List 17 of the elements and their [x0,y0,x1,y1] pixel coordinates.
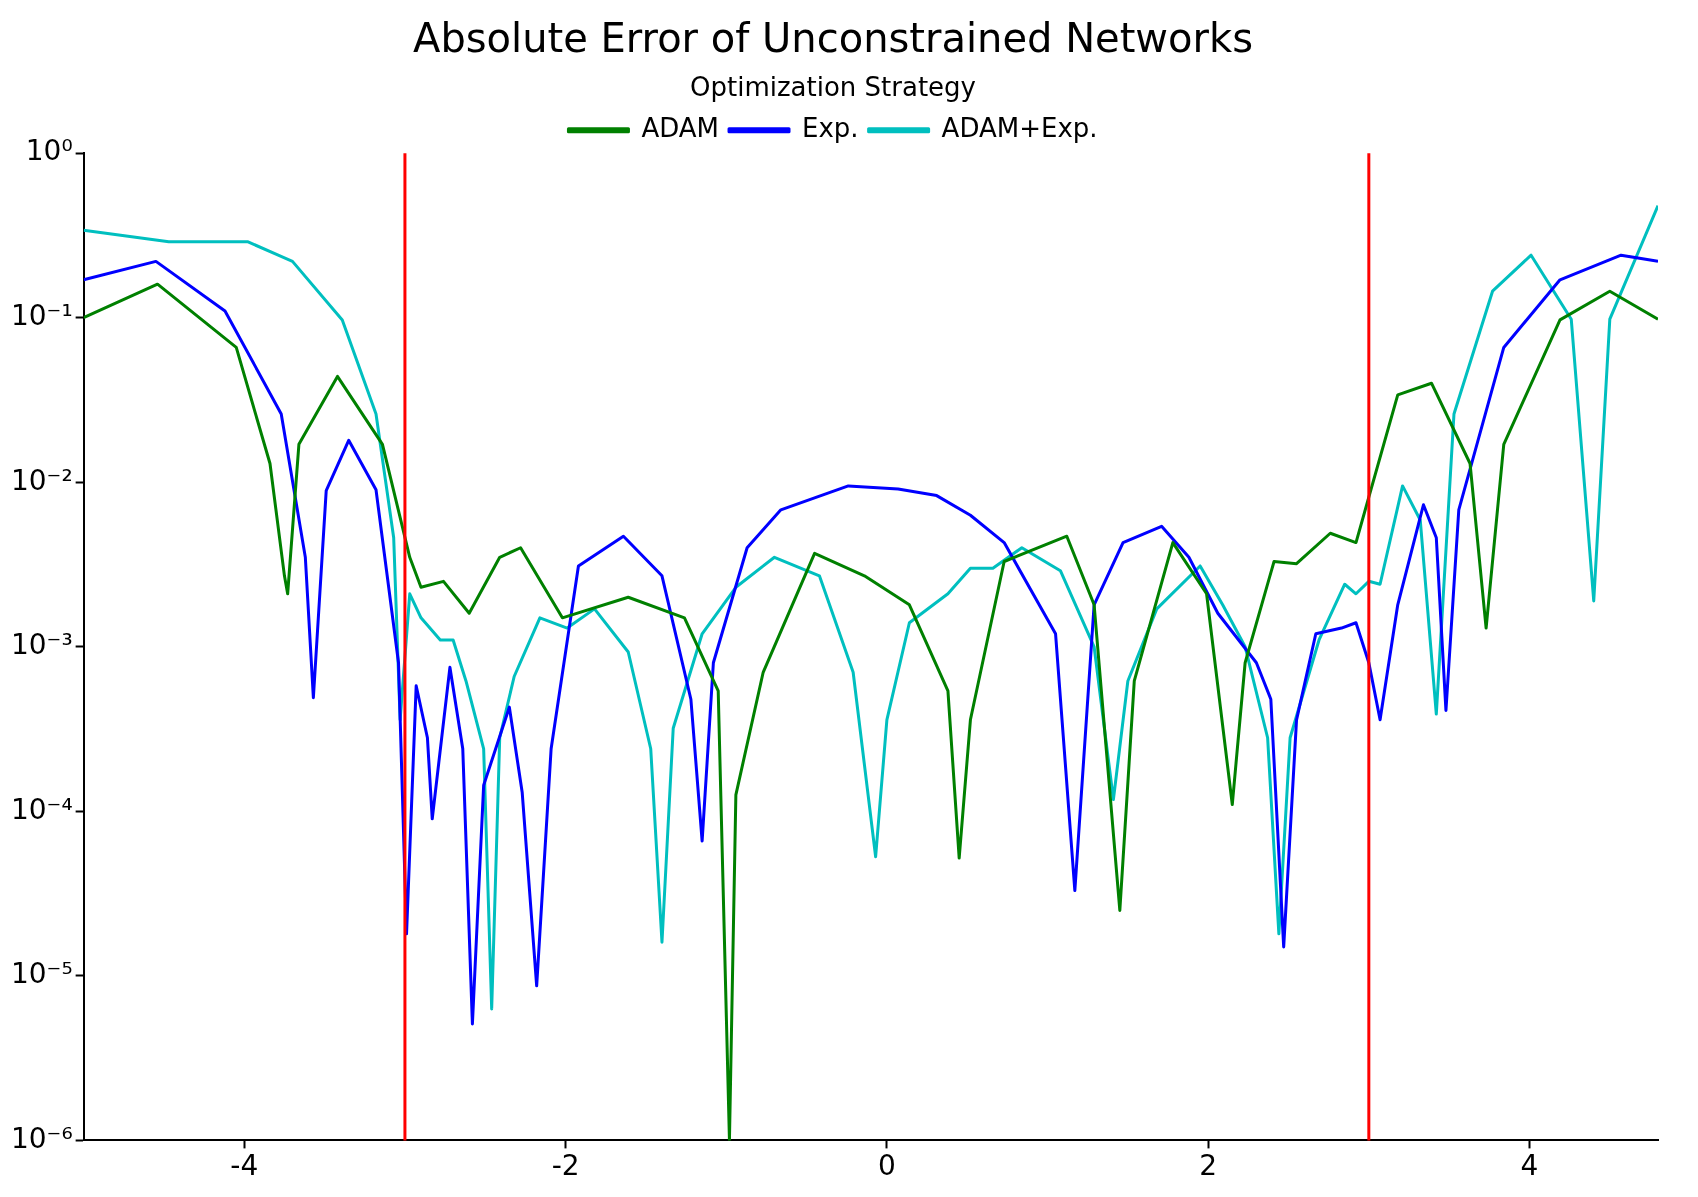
y-tick-label: 10⁻² [10,463,73,497]
y-tick-label: 10⁻⁵ [10,957,73,991]
x-tick-label: 2 [1199,1149,1218,1183]
y-tick-label: 10⁻⁶ [10,1121,73,1155]
y-tick-label: 10⁻³ [10,628,73,662]
x-tick-label: -2 [551,1149,580,1183]
legend-label: ADAM+Exp. [941,112,1098,143]
legend-label: ADAM [641,112,720,143]
x-tick-label: 4 [1520,1149,1539,1183]
x-tick-label: -4 [230,1149,259,1183]
legend-label: Exp. [802,112,859,143]
legend-title: Optimization Strategy [690,71,976,102]
y-tick-label: 10⁻⁴ [10,792,73,826]
y-tick-label: 10⁰ [25,134,73,168]
y-tick-label: 10⁻¹ [10,299,73,333]
chart-title: Absolute Error of Unconstrained Networks [413,15,1253,62]
x-tick-label: 0 [877,1149,896,1183]
